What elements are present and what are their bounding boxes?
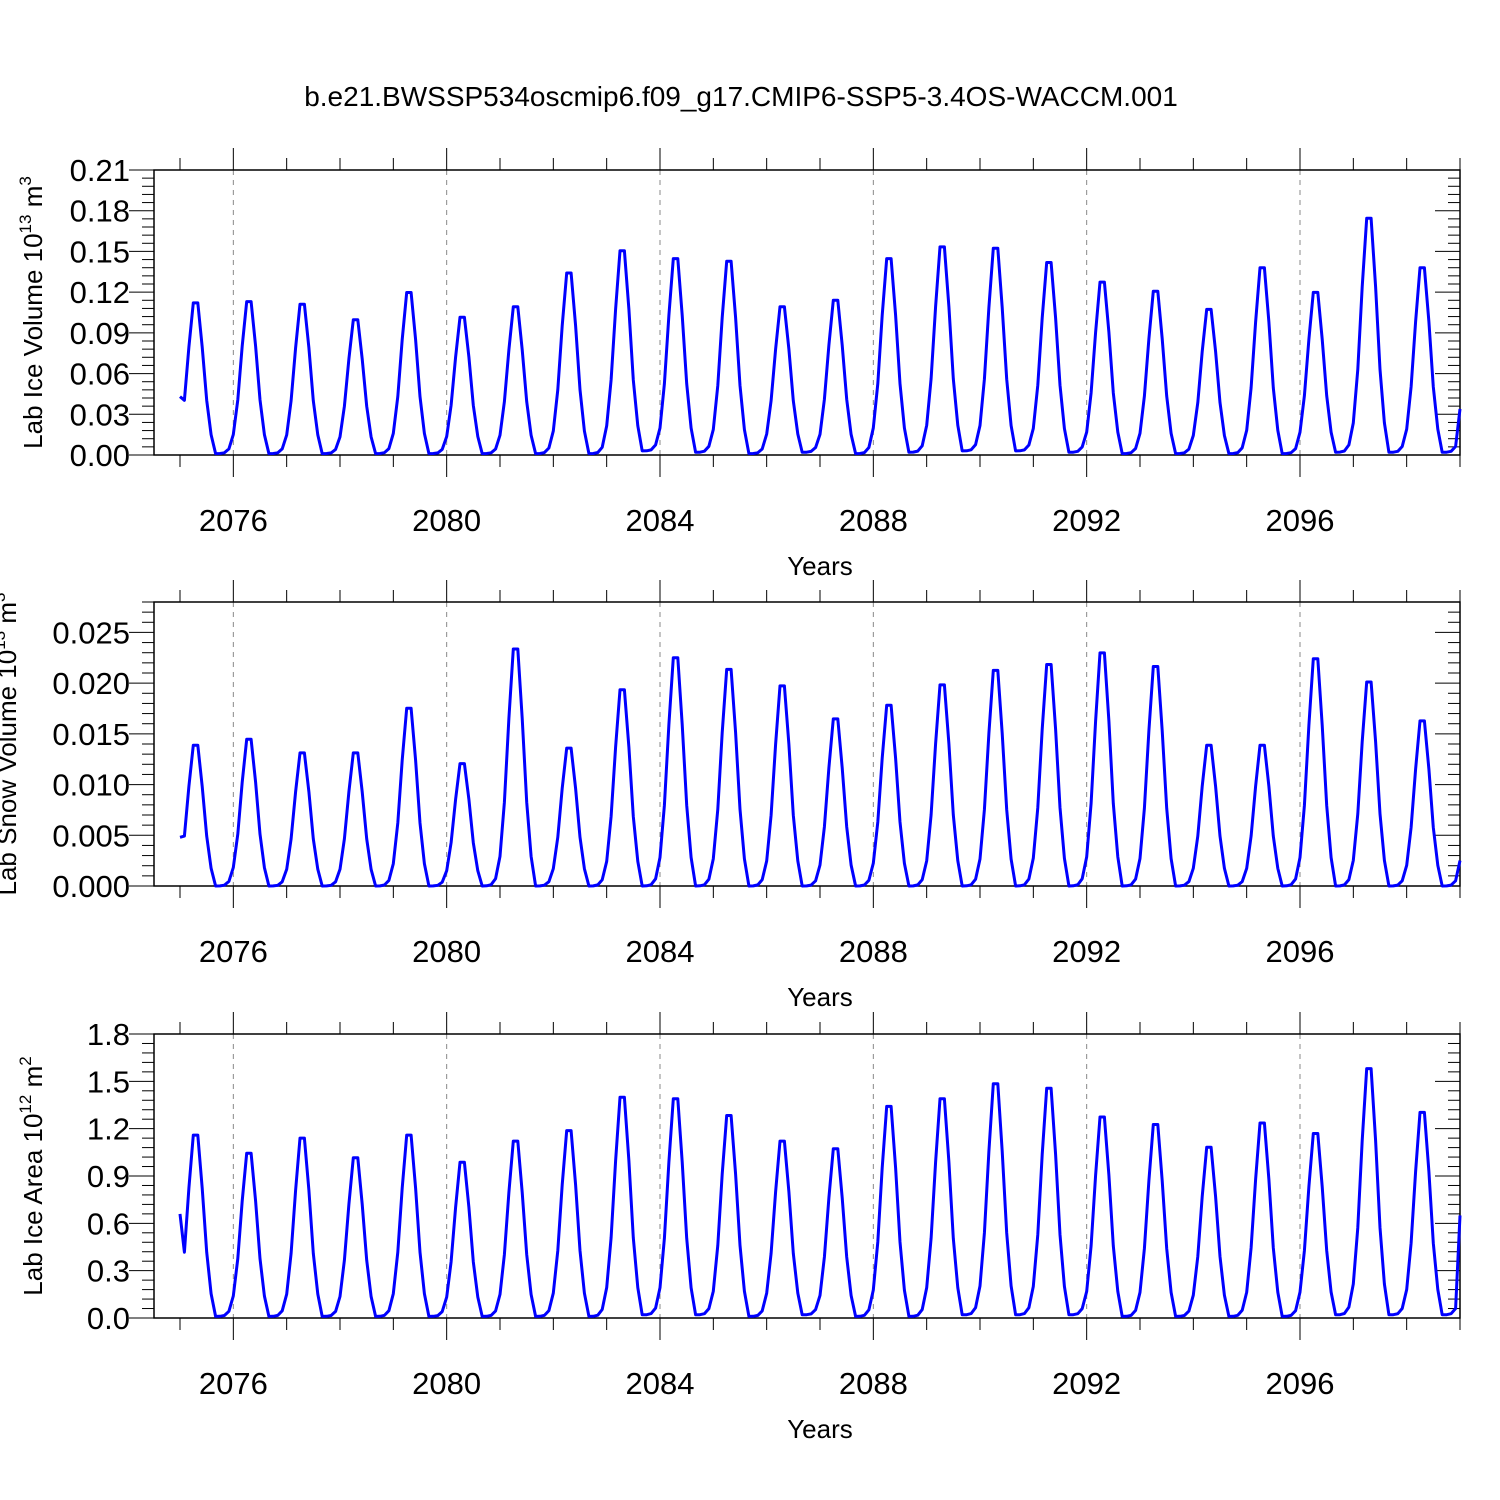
y-tick-label: 0.9 [87,1159,130,1194]
plot-frame [153,169,1461,456]
x-tick-label: 2092 [1052,503,1121,538]
y-axis-label: Lab Snow Volume 1013 m3 [0,592,22,895]
x-tick-label: 2076 [199,1366,268,1401]
y-tick-label: 0.000 [52,869,130,904]
x-tick-label: 2088 [839,934,908,969]
x-tick-label: 2084 [626,1366,695,1401]
y-tick-label: 0.020 [52,666,130,701]
y-tick-label: 0.0 [87,1301,130,1336]
panel-3: 2076 2080 2084 2088 2092 2096 Years 0.0 0.3 0.6 0.… [16,1012,1462,1444]
y-axis-label: Lab Ice Volume 1013 m3 [16,176,48,449]
y-tick-label: 0.025 [52,615,130,650]
x-tick-label: 2084 [626,934,695,969]
y-tick-label: 0.015 [52,717,130,752]
x-tick-label: 2076 [199,503,268,538]
x-axis-label: Years [787,982,853,1012]
x-tick-label: 2092 [1052,934,1121,969]
y-tick-label: 0.15 [70,234,130,269]
y-tick-label: 0.21 [70,153,130,188]
x-tick-label: 2088 [839,1366,908,1401]
x-tick-label: 2096 [1266,1366,1335,1401]
series-line [178,1067,1462,1318]
x-tick-label: 2080 [412,934,481,969]
y-tick-label: 0.005 [52,818,130,853]
x-tick-label: 2092 [1052,1366,1121,1401]
x-tick-label: 2080 [412,1366,481,1401]
y-tick-label: 0.6 [87,1206,130,1241]
y-tick-label: 0.010 [52,768,130,803]
x-axis-label: Years [787,551,853,581]
x-tick-label: 2096 [1266,934,1335,969]
y-tick-label: 0.06 [70,357,130,392]
x-tick-label: 2080 [412,503,481,538]
series-line [179,216,1462,456]
x-tick-label: 2076 [199,934,268,969]
y-tick-label: 0.00 [70,438,130,473]
y-tick-label: 1.2 [87,1112,130,1147]
plot-frame [153,1033,1461,1319]
y-tick-label: 1.5 [87,1064,130,1099]
y-tick-label: 0.12 [70,275,130,310]
panel-1: 2076 2080 2084 2088 2092 2096 Years 0.00 0.03 0.0… [16,148,1462,581]
x-axis-label: Years [787,1414,853,1444]
x-tick-label: 2096 [1266,503,1335,538]
x-tick-label: 2088 [839,503,908,538]
y-tick-label: 0.09 [70,316,130,351]
y-tick-label: 0.03 [70,397,130,432]
series-line [179,647,1462,888]
y-tick-label: 0.18 [70,194,130,229]
panel-2: 2076 2080 2084 2088 2092 2096 Years 0.000 0.005 0… [0,580,1462,1012]
x-tick-label: 2084 [626,503,695,538]
y-axis-label: Lab Ice Area 1012 m2 [16,1056,48,1295]
figure-title: b.e21.BWSSP534oscmip6.f09_g17.CMIP6-SSP5… [304,81,1178,112]
y-tick-label: 0.3 [87,1254,130,1289]
y-tick-label: 1.8 [87,1017,130,1052]
